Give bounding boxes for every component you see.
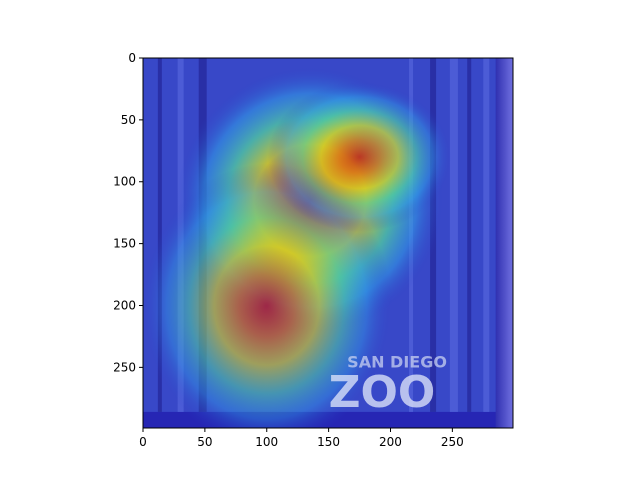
x-tick-label: 250 xyxy=(441,435,464,449)
tree-streak xyxy=(449,58,458,412)
y-tick-label: 150 xyxy=(113,237,136,251)
y-axis: 0 50 100 150 200 250 xyxy=(113,51,143,374)
y-tick-label: 200 xyxy=(113,298,136,312)
x-axis: 0 50 100 150 200 250 xyxy=(139,428,464,449)
logo-line1: SAN DIEGO xyxy=(347,352,447,371)
x-tick-label: 150 xyxy=(317,435,340,449)
zoo-logo: SAN DIEGO ZOO xyxy=(329,352,447,418)
axes-frame xyxy=(142,57,514,429)
heat-layer xyxy=(143,66,452,428)
plot-area: SAN DIEGO ZOO xyxy=(142,57,514,429)
heat-region xyxy=(267,81,452,233)
x-tick-label: 50 xyxy=(197,435,212,449)
x-tick-label: 200 xyxy=(379,435,402,449)
photo-frame-shadow xyxy=(495,58,513,428)
tree-streak xyxy=(483,58,490,412)
logo-line2: ZOO xyxy=(329,367,436,418)
x-tick-label: 100 xyxy=(255,435,278,449)
heat-region xyxy=(143,163,393,428)
tree-streak xyxy=(467,58,472,412)
y-tick-label: 0 xyxy=(128,51,136,65)
x-tick-label: 0 xyxy=(139,435,147,449)
y-tick-label: 100 xyxy=(113,175,136,189)
y-tick-label: 50 xyxy=(121,113,136,127)
y-tick-label: 250 xyxy=(113,360,136,374)
